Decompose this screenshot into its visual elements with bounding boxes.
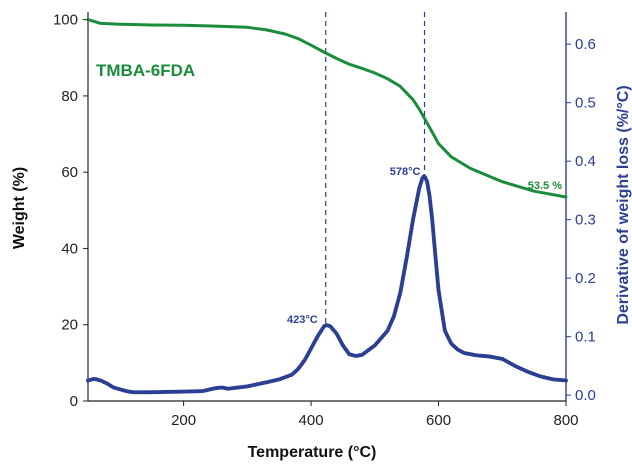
tick-layer: 200 400 600 800 0 20 40 60 80 100 0.0 0.1 0.2 0.3 0.4 0… [53, 12, 596, 429]
peak2-annotation: 578°C [390, 166, 421, 178]
x-axis-title: Temperature (°C) [248, 444, 377, 461]
derivative-curve-core [87, 175, 567, 393]
y-left-tick-label: 100 [53, 12, 78, 29]
y-axis-left-title: Weight (%) [11, 167, 28, 249]
y-right-tick-label: 0.4 [575, 153, 596, 170]
residual-weight-annotation: 53.5 % [528, 180, 562, 192]
y-left-tick-label: 60 [61, 164, 78, 181]
series-layer [86, 18, 568, 395]
y-right-tick-label: 0.6 [575, 36, 596, 53]
x-tick-label: 800 [553, 412, 578, 429]
y-left-tick-label: 0 [70, 393, 78, 410]
y-left-tick-label: 40 [61, 240, 78, 257]
y-right-tick-label: 0.2 [575, 270, 596, 287]
y-left-tick-label: 80 [61, 88, 78, 105]
y-right-tick-label: 0.3 [575, 212, 596, 229]
y-left-tick-label: 20 [61, 317, 78, 334]
sample-label: TMBA-6FDA [96, 61, 195, 80]
y-right-tick-label: 0.0 [575, 387, 596, 404]
y-right-tick-label: 0.5 [575, 95, 596, 112]
x-tick-label: 600 [426, 412, 451, 429]
x-tick-label: 400 [299, 412, 324, 429]
x-tick-label: 200 [171, 412, 196, 429]
y-right-tick-label: 0.1 [575, 329, 596, 346]
peak-guide-lines [325, 12, 426, 325]
peak1-annotation: 423°C [287, 314, 318, 326]
y-axis-right-title: Derivative of weight loss (%/°C) [615, 85, 632, 324]
weight-curve [86, 18, 568, 199]
derivative-curve [86, 173, 568, 395]
